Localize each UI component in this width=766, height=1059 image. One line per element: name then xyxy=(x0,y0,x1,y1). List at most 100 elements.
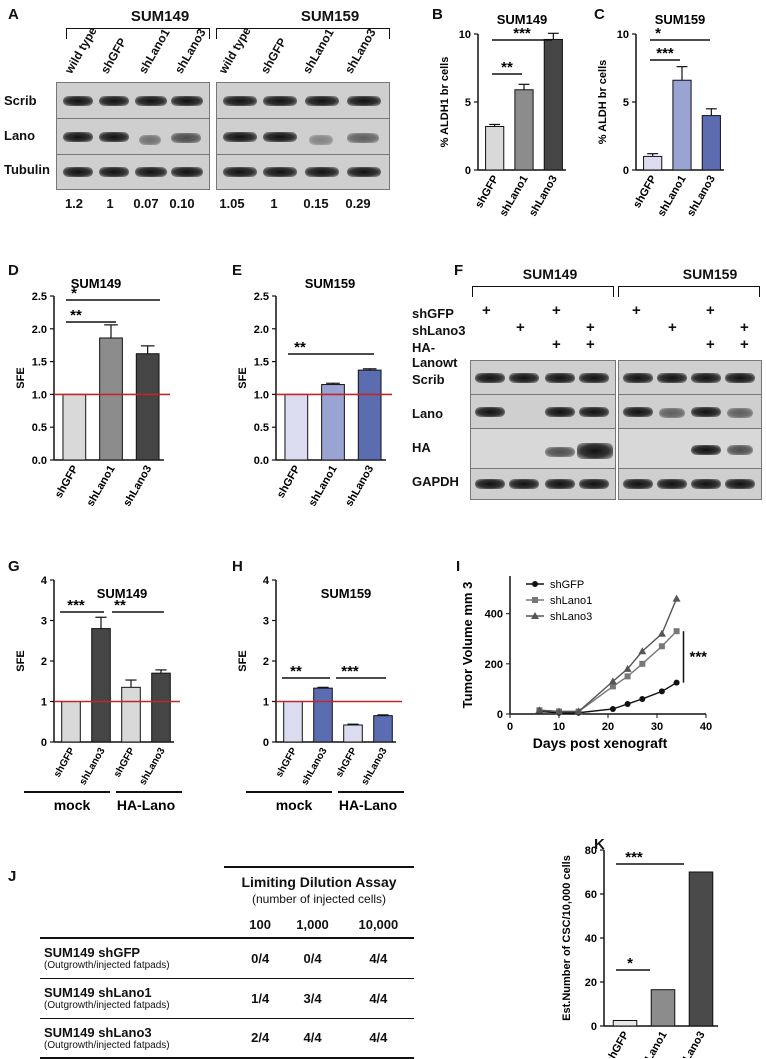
lda-col-1000: 1,000 xyxy=(296,917,329,932)
panel-a-bracket-2 xyxy=(216,28,390,39)
panel-a-bracket-1 xyxy=(66,28,210,39)
quant-value: 0.10 xyxy=(169,196,195,211)
y-tick-label: 0.5 xyxy=(254,422,269,434)
legend-label: shLano1 xyxy=(550,595,592,607)
x-tick-label: shGFP xyxy=(334,746,360,780)
y-axis-label: % ALDH1 br cells xyxy=(439,57,451,148)
bar xyxy=(357,369,382,461)
y-tick-label: 2 xyxy=(263,656,269,668)
y-tick-label: 0.0 xyxy=(32,455,47,467)
y-tick-label: 1 xyxy=(263,697,269,709)
y-axis-label: Est.Number of CSC/10,000 cells xyxy=(561,855,573,1021)
y-axis-label: SFE xyxy=(237,367,249,388)
data-point xyxy=(658,643,665,650)
blot-f-scrib-159 xyxy=(618,360,762,396)
lda-row-label: SUM149 shGFP xyxy=(44,945,141,961)
bar xyxy=(121,686,141,743)
panel-j-title: Limiting Dilution Assay xyxy=(241,874,397,890)
quant-value: 0.15 xyxy=(303,196,329,211)
panel-c-letter: C xyxy=(594,6,605,23)
bar xyxy=(485,125,505,171)
bar xyxy=(313,687,333,743)
plus-mark: + xyxy=(552,336,561,353)
lda-row-label: SUM149 shLano1 xyxy=(44,985,152,1000)
panel-f-cond-shlano3: shLano3 xyxy=(412,323,466,338)
bar xyxy=(373,715,393,743)
panel-f-letter: F xyxy=(454,262,464,279)
series-line xyxy=(539,630,678,713)
sig-label: *** xyxy=(341,663,359,680)
data-point xyxy=(609,705,616,712)
y-tick-label: 5 xyxy=(465,97,471,109)
panel-a-row-scrib: Scrib xyxy=(4,93,37,108)
chart-title: SUM149 xyxy=(97,586,148,601)
plus-mark: + xyxy=(740,319,749,336)
lda-cell: 3/4 xyxy=(303,990,322,1006)
blot-a-lano-149 xyxy=(56,118,210,156)
y-tick-label: 1.0 xyxy=(254,389,269,401)
x-axis-label: Days post xenograft xyxy=(533,735,668,751)
lda-col-100: 100 xyxy=(249,917,271,932)
sig-label: * xyxy=(71,285,77,302)
bar xyxy=(99,337,123,461)
panel-f-cond-shgfp: shGFP xyxy=(412,306,454,321)
lda-row-sub: (Outgrowth/injected fatpads) xyxy=(44,1039,170,1051)
x-tick-label: shLano1 xyxy=(656,174,689,219)
panel-a-row-tubulin: Tubulin xyxy=(4,162,50,177)
sig-label: ** xyxy=(294,339,306,356)
y-tick-label: 1.0 xyxy=(32,389,47,401)
blot-a-scrib-149 xyxy=(56,82,210,120)
bar xyxy=(643,155,663,171)
y-tick-label: 0 xyxy=(623,165,629,177)
quant-value: 1.2 xyxy=(64,196,84,211)
plus-mark: + xyxy=(482,302,491,319)
panel-a-group-sum149: SUM149 xyxy=(130,8,190,25)
data-point xyxy=(624,673,631,680)
chart-title: SUM159 xyxy=(305,276,356,291)
panel-a-letter: A xyxy=(8,6,19,23)
data-point xyxy=(658,688,665,695)
y-tick-label: 10 xyxy=(459,29,471,41)
chart-title: SUM149 xyxy=(71,276,122,291)
x-tick-label: shLano1 xyxy=(637,1030,670,1059)
data-point xyxy=(673,628,680,635)
x-tick-label: shLano3 xyxy=(78,746,108,787)
blot-f-gapdh-159 xyxy=(618,468,762,500)
x-tick-label: 30 xyxy=(651,721,663,733)
plus-mark: + xyxy=(586,319,595,336)
y-tick-label: 1.5 xyxy=(254,357,269,369)
legend-marker xyxy=(532,597,538,603)
chart-title: SUM149 xyxy=(497,12,548,27)
data-point xyxy=(672,594,681,602)
y-tick-label: 0 xyxy=(465,165,471,177)
panel-h-letter: H xyxy=(232,558,243,575)
lda-cell: 1/4 xyxy=(251,990,270,1006)
blot-f-gapdh-149 xyxy=(470,468,616,500)
lda-cell: 0/4 xyxy=(251,950,270,966)
y-axis-label: SFE xyxy=(15,367,27,388)
sig-label: ** xyxy=(70,307,82,324)
quant-value: 1.05 xyxy=(219,196,245,211)
sig-label: * xyxy=(655,25,661,42)
panel-j-subtitle: (number of injected cells) xyxy=(251,892,387,906)
y-tick-label: 2.5 xyxy=(32,291,47,303)
chart-title: SUM159 xyxy=(321,586,372,601)
lda-row-sub: (Outgrowth/injected fatpads) xyxy=(44,1000,170,1011)
plus-mark: + xyxy=(706,336,715,353)
table-row: SUM149 shGFP (Outgrowth/injected fatpads)… xyxy=(40,938,414,978)
legend-marker xyxy=(531,612,539,619)
x-tick-label: shLano3 xyxy=(685,174,718,219)
x-tick-label: shLano3 xyxy=(300,746,330,787)
legend-marker xyxy=(532,581,538,587)
x-tick-label: shLano1 xyxy=(307,464,340,509)
plus-mark: + xyxy=(706,302,715,319)
y-tick-label: 80 xyxy=(585,845,597,857)
y-tick-label: 2.5 xyxy=(254,291,269,303)
y-tick-label: 0.5 xyxy=(32,422,47,434)
table-row: SUM149 shLano3 (Outgrowth/injected fatpad… xyxy=(40,1018,414,1058)
plus-mark: + xyxy=(586,336,595,353)
y-tick-label: 2.0 xyxy=(32,324,47,336)
bar xyxy=(135,353,160,461)
y-tick-label: 0 xyxy=(591,1021,597,1033)
